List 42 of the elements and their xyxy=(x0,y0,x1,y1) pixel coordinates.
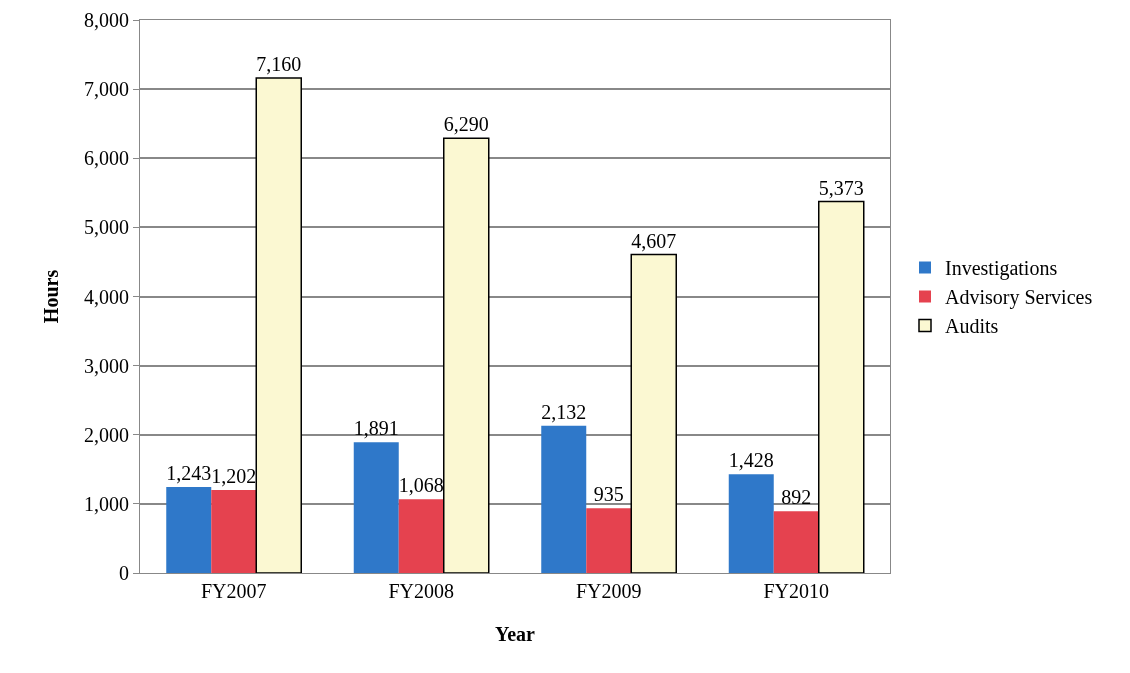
bar xyxy=(541,425,587,573)
legend-label: Investigations xyxy=(945,257,1058,281)
y-tick-label: 3,000 xyxy=(84,354,129,377)
y-tick-label: 1,000 xyxy=(84,492,129,515)
x-tick-label: FY2010 xyxy=(763,580,830,602)
y-tick-label: 6,000 xyxy=(84,147,129,170)
y-tick-label: 5,000 xyxy=(84,216,129,239)
data-label: 1,243 xyxy=(166,462,212,485)
bar xyxy=(630,253,677,573)
y-tick-label: 7,000 xyxy=(84,78,129,101)
x-tick-label: FY2008 xyxy=(388,580,455,602)
data-label: 1,428 xyxy=(728,449,774,472)
data-label: 892 xyxy=(781,486,812,509)
x-tick-label: FY2007 xyxy=(200,580,267,602)
bar xyxy=(166,487,212,573)
bar xyxy=(211,489,257,573)
data-label: 1,068 xyxy=(398,474,444,497)
y-tick-label: 8,000 xyxy=(84,9,129,31)
data-label: 5,373 xyxy=(818,176,864,199)
bar xyxy=(586,508,632,573)
x-tick-label: FY2009 xyxy=(575,580,642,602)
y-tick-label: 0 xyxy=(119,562,129,584)
data-label: 935 xyxy=(593,483,624,506)
bar xyxy=(398,499,444,573)
data-label: 7,160 xyxy=(256,53,302,76)
data-label: 1,202 xyxy=(211,464,257,487)
bar xyxy=(728,474,774,573)
bar xyxy=(773,511,819,573)
data-label: 6,290 xyxy=(443,113,489,136)
x-axis-title: Year xyxy=(495,622,536,645)
data-label: 4,607 xyxy=(631,229,677,252)
y-tick-label: 4,000 xyxy=(84,285,129,308)
bar xyxy=(443,137,490,573)
data-label: 1,891 xyxy=(353,417,399,440)
legend-label: Audits xyxy=(945,315,999,338)
legend-label: Advisory Services xyxy=(945,286,1093,310)
bar xyxy=(255,77,302,573)
bar xyxy=(818,200,865,573)
y-axis-title: Hours xyxy=(39,269,62,324)
bar xyxy=(353,442,399,573)
y-tick-label: 2,000 xyxy=(84,423,129,446)
data-label: 2,132 xyxy=(541,400,587,423)
